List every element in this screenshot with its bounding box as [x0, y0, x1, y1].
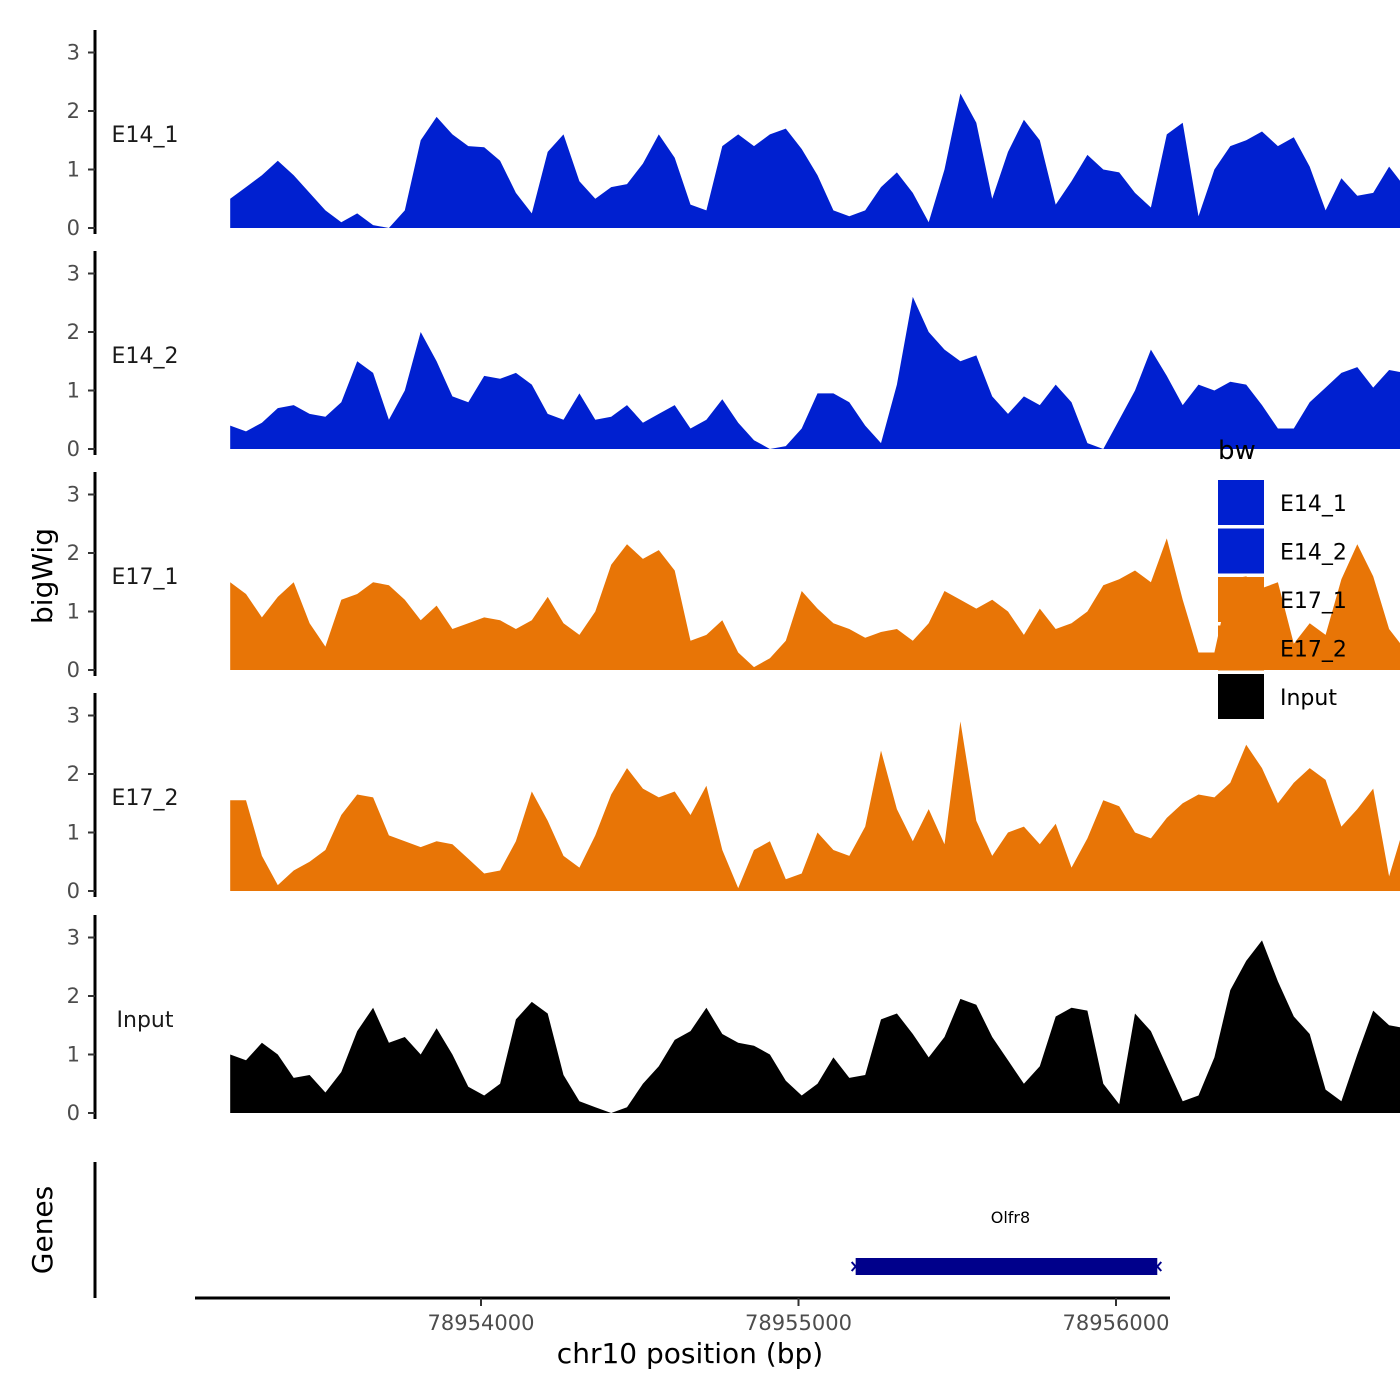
x-axis: 78954000 78955000 78956000 [428, 1298, 1170, 1335]
y-axis-title: bigWig [26, 528, 59, 624]
y-tick-label: 1 [67, 158, 80, 182]
legend-label: E14_2 [1280, 541, 1347, 566]
legend-swatch-E14_1 [1218, 480, 1264, 525]
legend-title: bw [1218, 436, 1256, 466]
y-tick-label: 0 [67, 437, 80, 461]
legend-swatch-E17_1 [1218, 577, 1264, 622]
x-tick-label: 78956000 [1063, 1311, 1170, 1335]
y-tick-label: 2 [67, 99, 80, 123]
legend-label: E17_1 [1280, 589, 1347, 614]
legend-swatch-E14_2 [1218, 528, 1264, 574]
track-label: E14_1 [112, 123, 179, 148]
x-tick-label: 78954000 [428, 1311, 535, 1335]
track-E14_2: 0 1 2 3 E14_2 [67, 251, 1400, 461]
y-tick-label: 1 [67, 379, 80, 403]
track-label: E17_2 [112, 786, 179, 811]
gene-label: Olfr8 [991, 1208, 1030, 1227]
signal-area-Input [230, 940, 1400, 1113]
y-tick-label: 3 [67, 483, 80, 507]
x-axis-title: chr10 position (bp) [557, 1337, 823, 1370]
x-tick-label: 78955000 [745, 1311, 852, 1335]
track-E17_2: 0 1 2 3 E17_2 [67, 693, 1400, 903]
y-tick-label: 1 [67, 600, 80, 624]
gene-body-Olfr8 [855, 1258, 1158, 1275]
gene-track: Olfr8 [93, 1162, 1170, 1300]
signal-area-E14_1 [230, 93, 1400, 228]
y-tick-label: 2 [67, 320, 80, 344]
legend: bw E14_1 E14_2 E17_1 E17_2 Input [1218, 436, 1347, 719]
y-tick-label: 1 [67, 821, 80, 845]
y-tick-label: 0 [67, 216, 80, 240]
y-tick-label: 3 [67, 704, 80, 728]
legend-label: E14_1 [1280, 492, 1347, 517]
y-tick-label: 3 [67, 926, 80, 950]
legend-label: E17_2 [1280, 638, 1347, 663]
y-tick-label: 2 [67, 984, 80, 1008]
genes-axis-title: Genes [26, 1186, 59, 1274]
y-tick-label: 3 [67, 262, 80, 286]
track-label: E14_2 [112, 344, 179, 369]
strand-marker [850, 1261, 861, 1272]
track-label: Input [117, 1008, 174, 1033]
signal-area-E17_1 [230, 538, 1400, 670]
signal-area-E14_2 [230, 296, 1400, 449]
track-E14_1: 0 1 2 3 E14_1 [67, 30, 1400, 240]
track-Input: 0 1 2 3 Input [67, 915, 1400, 1125]
track-E17_1: 0 1 2 3 E17_1 [67, 472, 1400, 682]
y-tick-label: 0 [67, 879, 80, 903]
y-tick-label: 2 [67, 762, 80, 786]
y-tick-label: 1 [67, 1043, 80, 1067]
legend-label: Input [1280, 686, 1337, 711]
legend-swatch-Input [1218, 674, 1264, 719]
signal-area-E17_2 [230, 721, 1400, 891]
signal-tracks: 0 1 2 3 E14_1 0 1 2 3 E14_2 0 1 2 3 E17_1 0 1 2 3 E17_2 0 1 2 3… [67, 30, 1400, 1125]
y-tick-label: 2 [67, 541, 80, 565]
y-tick-label: 0 [67, 658, 80, 682]
strand-marker [1152, 1261, 1163, 1272]
track-label: E17_1 [112, 565, 179, 590]
legend-swatch-E17_2 [1218, 625, 1264, 671]
y-tick-label: 3 [67, 41, 80, 65]
y-tick-label: 0 [67, 1101, 80, 1125]
